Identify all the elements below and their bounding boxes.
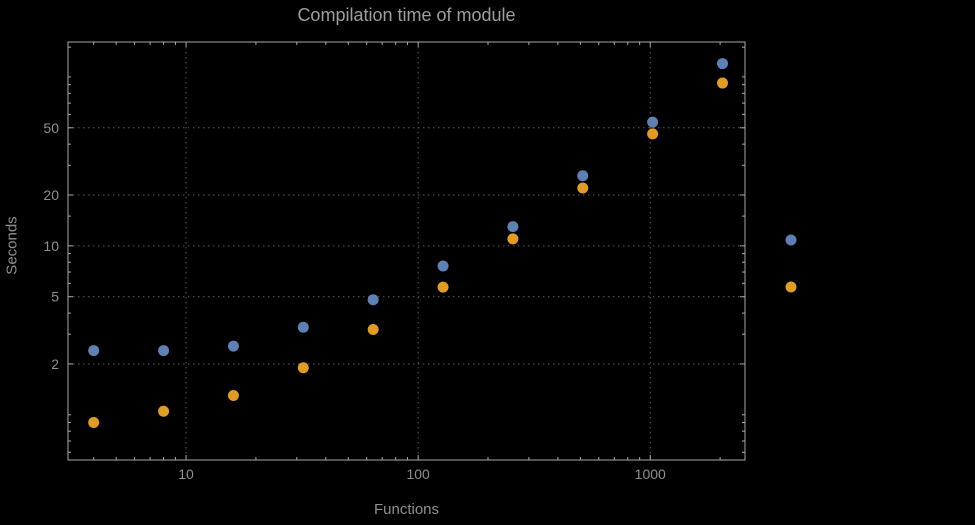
y-axis-label: Seconds [3, 216, 21, 275]
data-point-series-2-orange [158, 405, 170, 417]
legend-marker-series-1-blue [785, 234, 797, 246]
data-point-series-1-blue [507, 221, 519, 233]
x-tick-label: 100 [406, 466, 430, 482]
plot-frame [67, 41, 746, 461]
data-point-series-2-orange [367, 323, 379, 335]
data-point-series-1-blue [577, 170, 589, 182]
y-tick-label: 50 [43, 120, 59, 136]
data-point-series-2-orange [227, 390, 239, 402]
y-tick-label: 5 [51, 289, 59, 305]
data-point-series-1-blue [227, 340, 239, 352]
data-point-series-1-blue [647, 116, 659, 128]
data-point-series-1-blue [158, 345, 170, 357]
y-tick-label: 2 [51, 356, 59, 372]
data-point-series-2-orange [507, 233, 519, 245]
x-axis-label: Functions [373, 501, 440, 518]
x-tick-label: 10 [178, 466, 194, 482]
data-point-series-1-blue [367, 294, 379, 306]
data-point-series-2-orange [577, 182, 589, 194]
data-point-series-2-orange [297, 362, 309, 374]
chart-title: Compilation time of module [297, 5, 516, 25]
data-point-series-1-blue [88, 345, 100, 357]
data-point-series-1-blue [437, 260, 449, 272]
data-point-series-1-blue [297, 321, 309, 333]
legend-marker-series-2-orange [785, 281, 797, 293]
y-tick-label: 20 [43, 187, 59, 203]
data-point-series-2-orange [437, 281, 449, 293]
data-point-series-2-orange [647, 128, 659, 140]
data-point-series-1-blue [717, 58, 729, 70]
x-tick-label: 1000 [635, 466, 666, 482]
data-point-series-2-orange [88, 417, 100, 429]
y-tick-label: 10 [43, 238, 59, 254]
data-point-series-2-orange [717, 77, 729, 89]
